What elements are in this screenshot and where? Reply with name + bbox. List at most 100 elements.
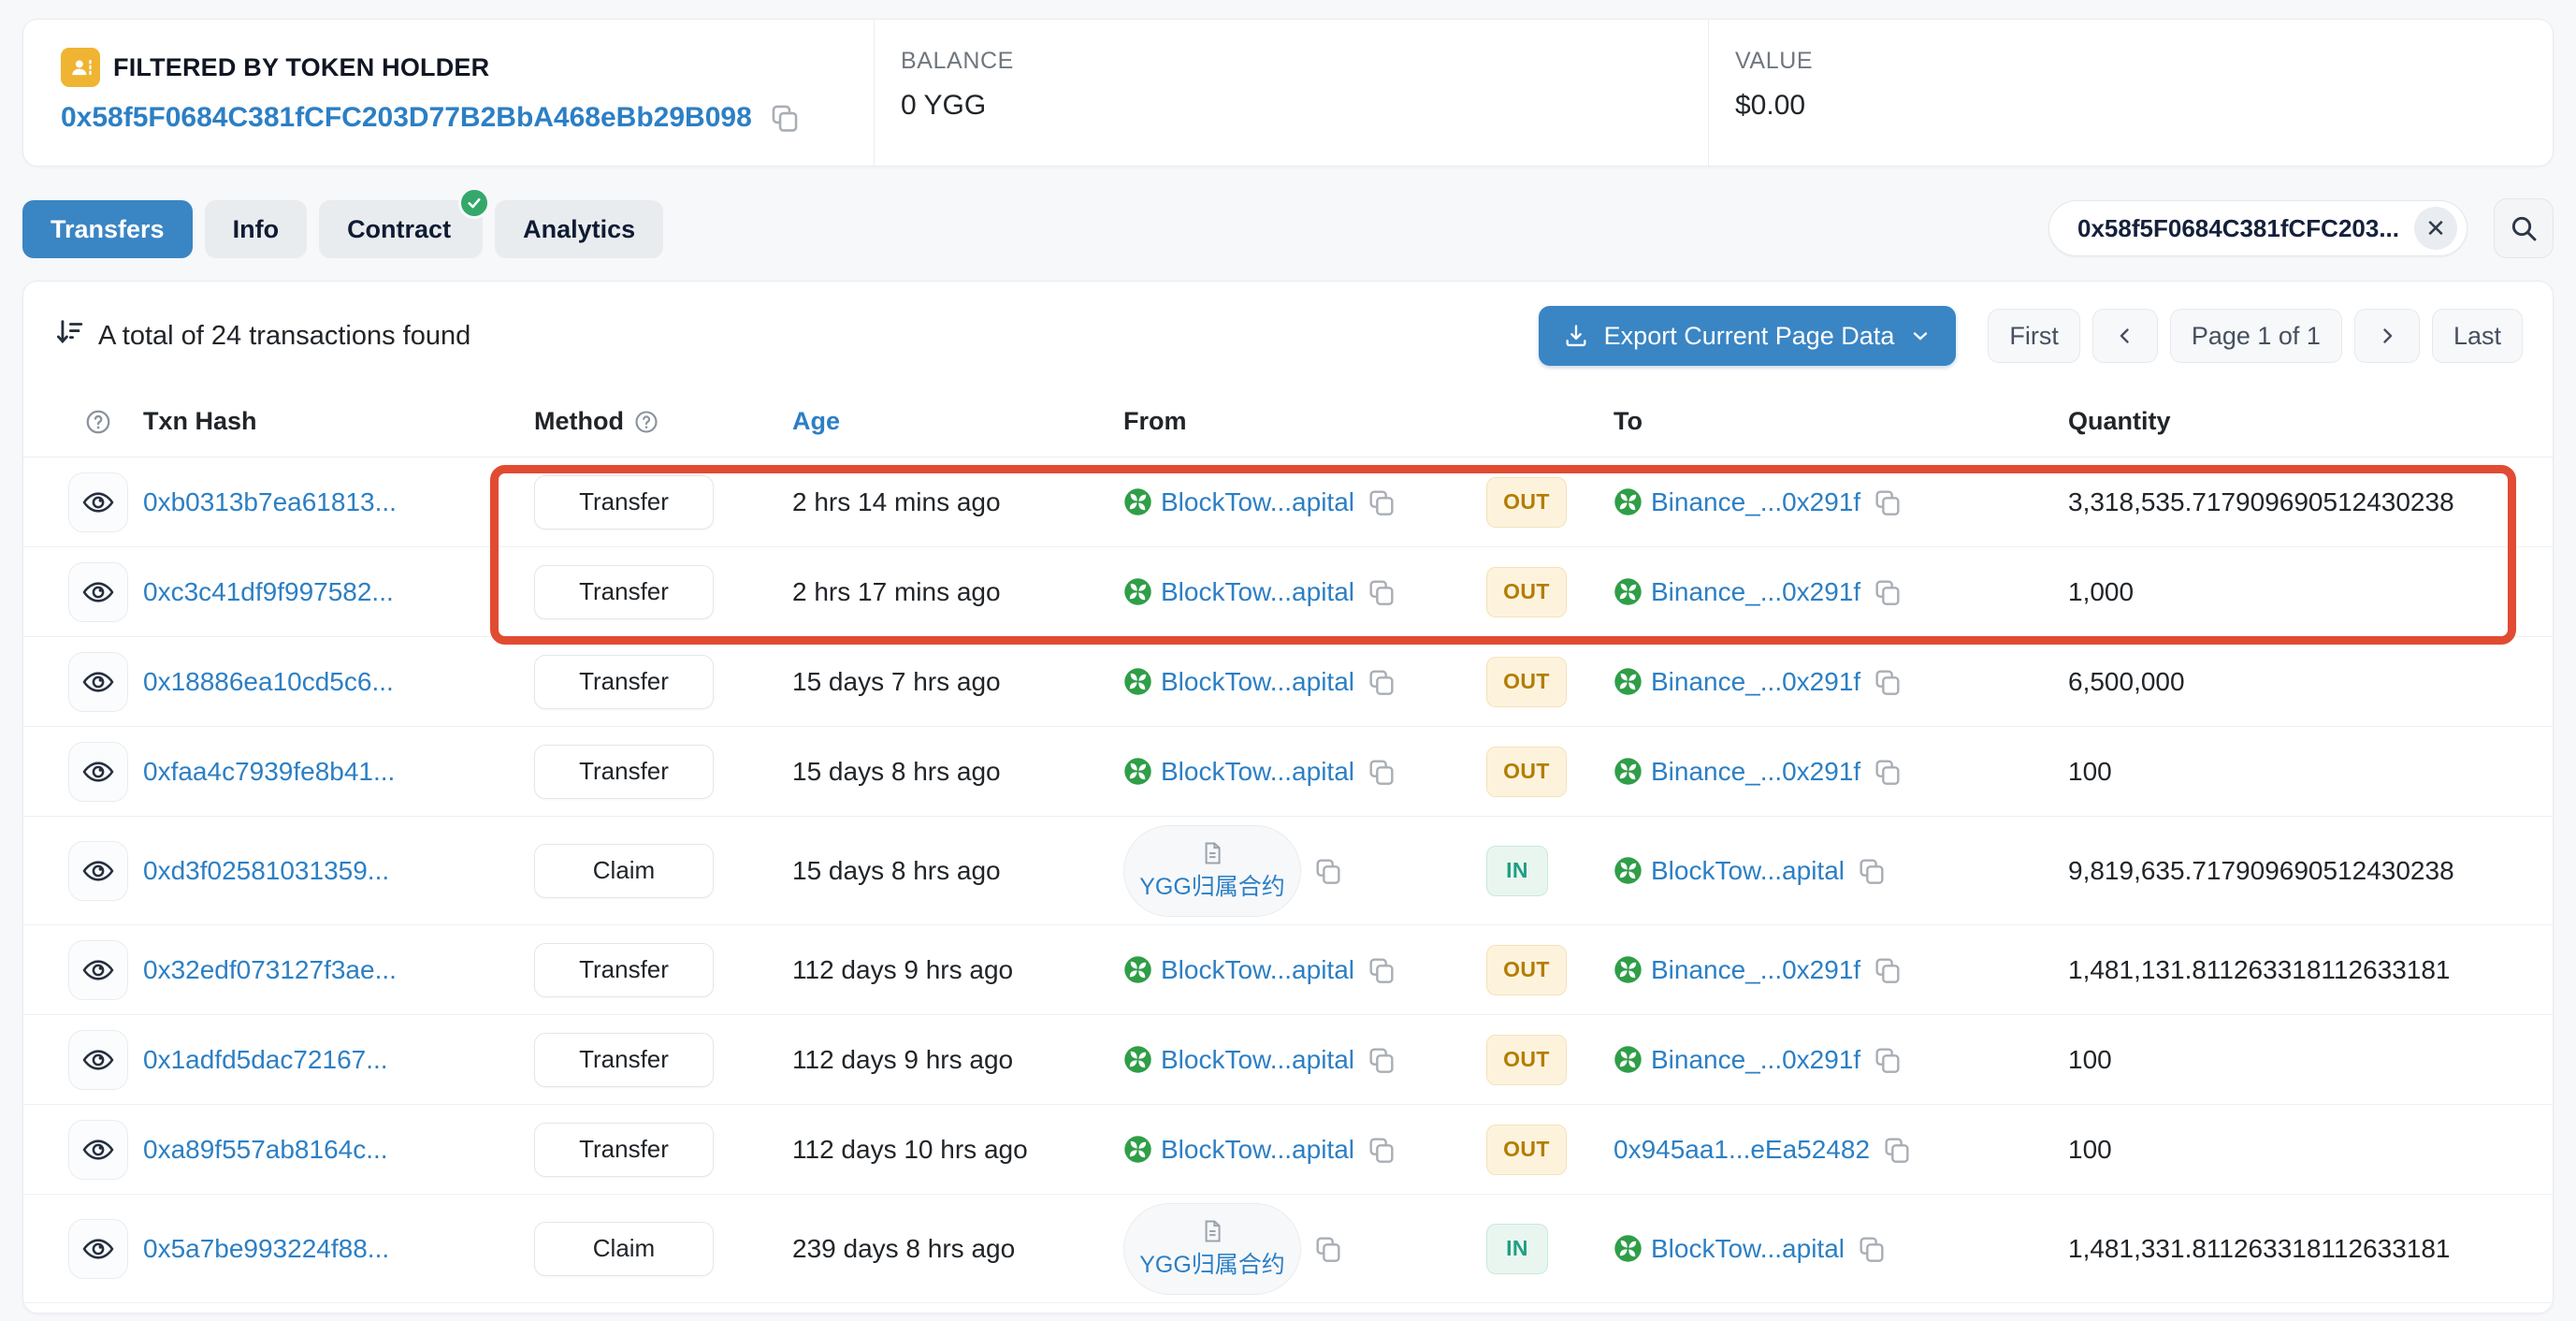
copy-icon[interactable] bbox=[1367, 1045, 1397, 1075]
txn-hash-link[interactable]: 0x1adfd5dac72167... bbox=[143, 1044, 388, 1074]
copy-icon[interactable] bbox=[1313, 1234, 1343, 1264]
export-page-data-button[interactable]: Export Current Page Data bbox=[1538, 306, 1957, 366]
address-link[interactable]: BlockTow...apital bbox=[1161, 486, 1354, 516]
method-button[interactable]: Claim bbox=[534, 1221, 714, 1276]
method-button[interactable]: Claim bbox=[534, 843, 714, 898]
method-button[interactable]: Transfer bbox=[534, 744, 714, 799]
copy-icon[interactable] bbox=[1367, 577, 1397, 607]
tab-contract[interactable]: Contract bbox=[319, 187, 491, 258]
tab-analytics[interactable]: Analytics bbox=[495, 200, 664, 258]
search-filter-value: 0x58f5F0684C381fCFC203... bbox=[2077, 213, 2399, 242]
txn-hash-link[interactable]: 0x32edf073127f3ae... bbox=[143, 954, 397, 984]
method-button[interactable]: Transfer bbox=[534, 1122, 714, 1177]
to-cell: Binance_...0x291f bbox=[1576, 667, 2025, 697]
eye-preview-button[interactable] bbox=[68, 840, 128, 901]
txn-hash-link[interactable]: 0x18886ea10cd5c6... bbox=[143, 666, 394, 696]
copy-icon[interactable] bbox=[1882, 1135, 1912, 1165]
address-link[interactable]: BlockTow...apital bbox=[1651, 1233, 1845, 1263]
eye-preview-button[interactable] bbox=[68, 472, 128, 532]
copy-icon[interactable] bbox=[1367, 1135, 1397, 1165]
copy-icon[interactable] bbox=[1873, 487, 1903, 517]
copy-icon[interactable] bbox=[1873, 955, 1903, 985]
address-link[interactable]: BlockTow...apital bbox=[1161, 756, 1354, 786]
header-from: From bbox=[1123, 407, 1187, 435]
txn-hash-link[interactable]: 0xd3f02581031359... bbox=[143, 855, 390, 885]
copy-address-icon[interactable] bbox=[769, 102, 801, 134]
eye-preview-button[interactable] bbox=[68, 1029, 128, 1090]
holder-address-link[interactable]: 0x58f5F0684C381fCFC203D77B2BbA468eBb29B0… bbox=[61, 102, 752, 133]
token-logo-icon bbox=[1614, 956, 1642, 983]
copy-icon[interactable] bbox=[1873, 757, 1903, 787]
method-button[interactable]: Transfer bbox=[534, 1032, 714, 1087]
txn-hash-link[interactable]: 0xb0313b7ea61813... bbox=[143, 486, 397, 516]
age-text: 15 days 8 hrs ago bbox=[792, 756, 1001, 786]
tab-transfers[interactable]: Transfers bbox=[22, 200, 193, 258]
address-link[interactable]: BlockTow...apital bbox=[1161, 1044, 1354, 1074]
copy-icon[interactable] bbox=[1873, 1045, 1903, 1075]
copy-icon[interactable] bbox=[1367, 487, 1397, 517]
address-link[interactable]: Binance_...0x291f bbox=[1651, 666, 1861, 696]
from-cell: BlockTow...apital bbox=[1097, 955, 1471, 985]
address-link[interactable]: Binance_...0x291f bbox=[1651, 756, 1861, 786]
address-link[interactable]: BlockTow...apital bbox=[1161, 576, 1354, 606]
txn-hash-link[interactable]: 0xfaa4c7939fe8b41... bbox=[143, 756, 396, 786]
vesting-contract-pill[interactable]: YGG归属合约 bbox=[1123, 1202, 1301, 1295]
eye-preview-button[interactable] bbox=[68, 561, 128, 622]
quantity-text: 1,481,131.811263318112633181 bbox=[2068, 954, 2451, 984]
first-page-button[interactable]: First bbox=[1988, 309, 2080, 363]
eye-preview-button[interactable] bbox=[68, 651, 128, 712]
tab-bar: Transfers Info Contract Analytics bbox=[22, 187, 664, 258]
eye-preview-button[interactable] bbox=[68, 939, 128, 1000]
address-link[interactable]: BlockTow...apital bbox=[1161, 954, 1354, 984]
token-logo-icon bbox=[1614, 1234, 1643, 1263]
copy-icon[interactable] bbox=[1857, 1234, 1887, 1264]
direction-badge: OUT bbox=[1486, 656, 1567, 707]
tab-info[interactable]: Info bbox=[204, 200, 308, 258]
method-button[interactable]: Transfer bbox=[534, 564, 714, 619]
txn-hash-link[interactable]: 0x5a7be993224f88... bbox=[143, 1233, 390, 1263]
method-button[interactable]: Transfer bbox=[534, 474, 714, 530]
address-link[interactable]: Binance_...0x291f bbox=[1651, 576, 1861, 606]
token-logo-icon bbox=[1614, 1045, 1643, 1074]
copy-icon[interactable] bbox=[1367, 955, 1397, 985]
clear-filter-icon[interactable]: ✕ bbox=[2414, 207, 2457, 250]
table-row: 0xa89f557ab8164c... Transfer 112 days 10… bbox=[23, 1105, 2553, 1195]
balance-value: 0 YGG bbox=[901, 90, 987, 121]
search-icon[interactable] bbox=[2494, 198, 2554, 258]
prev-page-button[interactable] bbox=[2091, 309, 2158, 363]
copy-icon[interactable] bbox=[1313, 856, 1343, 886]
method-button[interactable]: Transfer bbox=[534, 942, 714, 997]
address-link[interactable]: 0x945aa1...eEa52482 bbox=[1614, 1134, 1871, 1164]
eye-preview-button[interactable] bbox=[68, 741, 128, 802]
quantity-text: 100 bbox=[2068, 1134, 2112, 1164]
method-button[interactable]: Transfer bbox=[534, 654, 714, 709]
address-link[interactable]: Binance_...0x291f bbox=[1651, 954, 1861, 984]
eye-preview-button[interactable] bbox=[68, 1218, 128, 1279]
token-logo-icon bbox=[1123, 955, 1152, 984]
token-logo-icon bbox=[1614, 577, 1643, 606]
address-link[interactable]: Binance_...0x291f bbox=[1651, 1044, 1861, 1074]
copy-icon[interactable] bbox=[1367, 667, 1397, 697]
address-link[interactable]: BlockTow...apital bbox=[1651, 855, 1845, 885]
page-indicator[interactable]: Page 1 of 1 bbox=[2169, 309, 2342, 363]
quantity-text: 9,819,635.717909690512430238 bbox=[2068, 855, 2454, 885]
table-row: 0xc3c41df9f997582... Transfer 2 hrs 17 m… bbox=[23, 547, 2553, 637]
last-page-button[interactable]: Last bbox=[2431, 309, 2523, 363]
address-link[interactable]: BlockTow...apital bbox=[1161, 1134, 1354, 1164]
next-page-button[interactable] bbox=[2353, 309, 2420, 363]
txn-hash-link[interactable]: 0xa89f557ab8164c... bbox=[143, 1134, 388, 1164]
eye-preview-button[interactable] bbox=[68, 1119, 128, 1180]
txn-hash-link[interactable]: 0xc3c41df9f997582... bbox=[143, 576, 394, 606]
from-cell: BlockTow...apital bbox=[1097, 1135, 1471, 1165]
vesting-contract-pill[interactable]: YGG归属合约 bbox=[1123, 824, 1301, 917]
copy-icon[interactable] bbox=[1367, 757, 1397, 787]
address-link[interactable]: Binance_...0x291f bbox=[1651, 486, 1861, 516]
copy-icon[interactable] bbox=[1873, 667, 1903, 697]
copy-icon[interactable] bbox=[1857, 856, 1887, 886]
from-cell: YGG归属合约 bbox=[1097, 1202, 1471, 1295]
address-link[interactable]: BlockTow...apital bbox=[1161, 666, 1354, 696]
age-sort-link[interactable]: Age bbox=[792, 407, 841, 435]
age-text: 112 days 9 hrs ago bbox=[792, 1044, 1014, 1074]
copy-icon[interactable] bbox=[1873, 577, 1903, 607]
search-filter-chip[interactable]: 0x58f5F0684C381fCFC203... ✕ bbox=[2048, 200, 2467, 256]
